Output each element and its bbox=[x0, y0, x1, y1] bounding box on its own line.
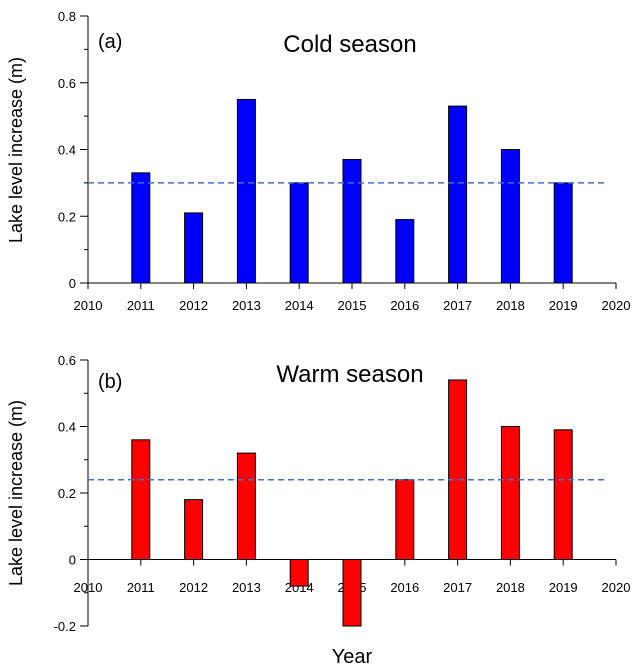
panel-a-xtick-label: 2013 bbox=[232, 298, 261, 313]
panel-b-xtick-label: 2012 bbox=[179, 580, 208, 595]
panel-a-xtick-label: 2012 bbox=[179, 298, 208, 313]
panel-a-xtick-label: 2011 bbox=[127, 298, 155, 313]
panel-b-xtick-label: 2016 bbox=[390, 580, 419, 595]
panel-a-ytick-label: 0.2 bbox=[58, 209, 76, 224]
panel-a-xtick-label: 2010 bbox=[74, 298, 103, 313]
panel-a-ylabel: Lake level increase (m) bbox=[6, 57, 26, 243]
panel-b-ytick-label: -0.2 bbox=[54, 619, 76, 634]
panel-b-ylabel: Lake level increase (m) bbox=[6, 400, 26, 586]
panel-a-xtick-label: 2020 bbox=[602, 298, 631, 313]
panel-a-bar-2013 bbox=[236, 98, 256, 284]
panel-a-bar-2019 bbox=[553, 182, 573, 284]
panel-a-ytick-label: 0.8 bbox=[58, 9, 76, 24]
panel-b-ytick-label: 0 bbox=[69, 553, 76, 568]
panel-b-xtick-label: 2013 bbox=[232, 580, 261, 595]
panel-b-bar-2013 bbox=[236, 452, 256, 561]
x-axis-label: Year bbox=[332, 646, 373, 668]
panel-b-xtick-label: 2011 bbox=[127, 580, 155, 595]
panel-b-bar-2011 bbox=[131, 439, 151, 560]
panel-a-xtick-label: 2018 bbox=[496, 298, 525, 313]
panel-a-xtick-label: 2019 bbox=[549, 298, 578, 313]
panel-a-ytick-label: 0 bbox=[69, 276, 76, 291]
panel-a-ytick-label: 0.4 bbox=[58, 143, 76, 158]
panel-a-title: Cold season bbox=[283, 31, 416, 58]
panel-b-bar-2017 bbox=[448, 379, 468, 561]
panel-a-bar-2018 bbox=[500, 149, 520, 284]
panel-b-title: Warm season bbox=[276, 361, 423, 388]
panel-a-bar-2017 bbox=[448, 105, 468, 284]
panel-a-label: (a) bbox=[98, 31, 122, 53]
panel-b-bar-2014 bbox=[289, 559, 309, 587]
panel-b-bar-2018 bbox=[500, 426, 520, 560]
panel-a-xtick-label: 2017 bbox=[443, 298, 472, 313]
panel-a-bar-2012 bbox=[184, 212, 204, 284]
panel-b-xtick-label: 2010 bbox=[74, 580, 103, 595]
panel-a-bar-2015 bbox=[342, 159, 362, 284]
panel-a-xtick-label: 2016 bbox=[390, 298, 419, 313]
panel-b-xtick-label: 2017 bbox=[443, 580, 472, 595]
panel-b-xtick-label: 2020 bbox=[602, 580, 631, 595]
panel-a-xtick-label: 2014 bbox=[285, 298, 314, 313]
panel-b-ytick-label: 0.4 bbox=[58, 420, 76, 435]
panel-b-ytick-label: 0.6 bbox=[58, 353, 76, 368]
panel-a-xtick-label: 2015 bbox=[338, 298, 367, 313]
panel-a-ytick-label: 0.6 bbox=[58, 76, 76, 91]
panel-b-xtick-label: 2018 bbox=[496, 580, 525, 595]
panel-b-bar-2016 bbox=[395, 479, 415, 561]
panel-b-bar-2012 bbox=[184, 499, 204, 560]
panel-b-bar-2015 bbox=[342, 559, 362, 627]
panel-a-bar-2011 bbox=[131, 172, 151, 284]
panel-a-bar-2016 bbox=[395, 219, 415, 284]
panel-b-xtick-label: 2019 bbox=[549, 580, 578, 595]
panel-b-bar-2019 bbox=[553, 429, 573, 561]
panel-a-bar-2014 bbox=[289, 182, 309, 284]
panel-b-ytick-label: 0.2 bbox=[58, 486, 76, 501]
panel-b-label: (b) bbox=[98, 371, 122, 393]
